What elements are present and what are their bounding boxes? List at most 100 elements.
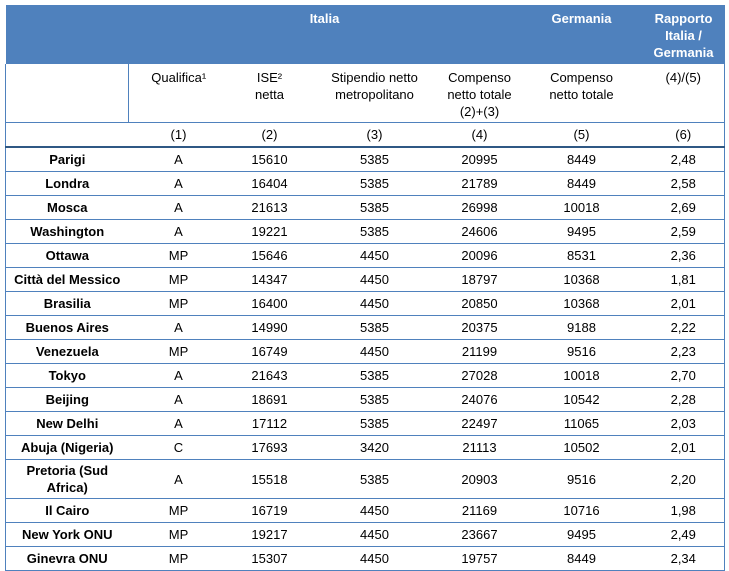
qualifica-cell: MP <box>128 522 229 547</box>
stipendio-cell: 4450 <box>310 546 439 571</box>
rapporto-cell: 2,22 <box>642 315 725 340</box>
city-cell: Abuja (Nigeria) <box>5 435 129 460</box>
city-cell: Buenos Aires <box>5 315 129 340</box>
qualifica-cell: A <box>128 219 229 244</box>
subheader-compenso-germania: Compenso netto totale <box>520 64 643 123</box>
city-cell: Città del Messico <box>5 267 129 292</box>
city-cell: Il Cairo <box>5 498 129 523</box>
table-row: Londra A 16404 5385 21789 8449 2,58 <box>5 171 725 196</box>
city-cell: Washington <box>5 219 129 244</box>
compenso-germania-cell: 9495 <box>520 522 643 547</box>
ise-cell: 21613 <box>228 195 311 220</box>
table-row: Il Cairo MP 16719 4450 21169 10716 1,98 <box>5 498 725 523</box>
compenso-italia-cell: 20850 <box>438 291 521 316</box>
stipendio-cell: 5385 <box>310 387 439 412</box>
rapporto-cell: 2,59 <box>642 219 725 244</box>
column-numbers-row: (1) (2) (3) (4) (5) (6) <box>5 122 725 148</box>
qualifica-cell: A <box>128 147 229 172</box>
rapporto-cell: 2,01 <box>642 435 725 460</box>
table-row: Pretoria (Sud Africa) A 15518 5385 20903… <box>5 459 725 499</box>
table-row: Ottawa MP 15646 4450 20096 8531 2,36 <box>5 243 725 268</box>
subheader-row: Qualifica¹ ISE² netta Stipendio netto me… <box>5 64 725 123</box>
rapporto-cell: 2,36 <box>642 243 725 268</box>
rapporto-cell: 2,69 <box>642 195 725 220</box>
table-row: Beijing A 18691 5385 24076 10542 2,28 <box>5 387 725 412</box>
city-cell: Beijing <box>5 387 129 412</box>
compenso-germania-cell: 8449 <box>520 546 643 571</box>
compenso-germania-cell: 10368 <box>520 291 643 316</box>
compenso-italia-cell: 21789 <box>438 171 521 196</box>
banner-empty-cell <box>5 5 129 64</box>
rapporto-cell: 2,49 <box>642 522 725 547</box>
rapporto-cell: 2,28 <box>642 387 725 412</box>
rapporto-cell: 2,20 <box>642 459 725 499</box>
salary-comparison-table: Italia Germania Rapporto Italia / German… <box>5 5 725 571</box>
compenso-italia-cell: 21199 <box>438 339 521 364</box>
subheader-stipendio: Stipendio netto metropolitano <box>310 64 439 123</box>
city-cell: Mosca <box>5 195 129 220</box>
subheader-compenso-italia: Compenso netto totale (2)+(3) <box>438 64 521 123</box>
compenso-germania-cell: 10716 <box>520 498 643 523</box>
city-cell: Ottawa <box>5 243 129 268</box>
colnum-empty-cell <box>5 122 129 148</box>
ise-cell: 18691 <box>228 387 311 412</box>
compenso-italia-cell: 20096 <box>438 243 521 268</box>
banner-germania: Germania <box>520 5 643 64</box>
compenso-italia-cell: 19757 <box>438 546 521 571</box>
ise-cell: 16719 <box>228 498 311 523</box>
compenso-germania-cell: 8449 <box>520 171 643 196</box>
compenso-italia-cell: 20903 <box>438 459 521 499</box>
table-row: Venezuela MP 16749 4450 21199 9516 2,23 <box>5 339 725 364</box>
qualifica-cell: MP <box>128 339 229 364</box>
stipendio-cell: 4450 <box>310 267 439 292</box>
compenso-germania-cell: 10542 <box>520 387 643 412</box>
colnum-2: (2) <box>228 122 311 148</box>
compenso-italia-cell: 20375 <box>438 315 521 340</box>
rapporto-cell: 2,58 <box>642 171 725 196</box>
rapporto-cell: 1,98 <box>642 498 725 523</box>
qualifica-cell: MP <box>128 243 229 268</box>
stipendio-cell: 5385 <box>310 315 439 340</box>
compenso-italia-cell: 24076 <box>438 387 521 412</box>
colnum-1: (1) <box>128 122 229 148</box>
ise-cell: 15518 <box>228 459 311 499</box>
banner-rapporto: Rapporto Italia / Germania <box>642 5 725 64</box>
compenso-italia-cell: 20995 <box>438 147 521 172</box>
city-cell: New Delhi <box>5 411 129 436</box>
city-cell: Venezuela <box>5 339 129 364</box>
subheader-empty-cell <box>5 64 129 123</box>
colnum-3: (3) <box>310 122 439 148</box>
stipendio-cell: 5385 <box>310 147 439 172</box>
stipendio-cell: 3420 <box>310 435 439 460</box>
qualifica-cell: A <box>128 171 229 196</box>
compenso-germania-cell: 10018 <box>520 195 643 220</box>
ise-cell: 19217 <box>228 522 311 547</box>
compenso-germania-cell: 9188 <box>520 315 643 340</box>
compenso-germania-cell: 10502 <box>520 435 643 460</box>
ise-cell: 14990 <box>228 315 311 340</box>
rapporto-cell: 2,23 <box>642 339 725 364</box>
city-cell: Parigi <box>5 147 129 172</box>
city-cell: Pretoria (Sud Africa) <box>5 459 129 499</box>
rapporto-cell: 1,81 <box>642 267 725 292</box>
ise-cell: 16749 <box>228 339 311 364</box>
table-row: Ginevra ONU MP 15307 4450 19757 8449 2,3… <box>5 546 725 571</box>
colnum-4: (4) <box>438 122 521 148</box>
qualifica-cell: A <box>128 459 229 499</box>
qualifica-cell: A <box>128 195 229 220</box>
stipendio-cell: 4450 <box>310 243 439 268</box>
ise-cell: 17693 <box>228 435 311 460</box>
ise-cell: 19221 <box>228 219 311 244</box>
table-row: Washington A 19221 5385 24606 9495 2,59 <box>5 219 725 244</box>
stipendio-cell: 5385 <box>310 219 439 244</box>
ise-cell: 14347 <box>228 267 311 292</box>
table-row: Abuja (Nigeria) C 17693 3420 21113 10502… <box>5 435 725 460</box>
banner-row: Italia Germania Rapporto Italia / German… <box>5 5 725 64</box>
table-row: Mosca A 21613 5385 26998 10018 2,69 <box>5 195 725 220</box>
city-cell: Tokyo <box>5 363 129 388</box>
city-cell: Londra <box>5 171 129 196</box>
compenso-germania-cell: 8449 <box>520 147 643 172</box>
rapporto-cell: 2,70 <box>642 363 725 388</box>
compenso-italia-cell: 23667 <box>438 522 521 547</box>
